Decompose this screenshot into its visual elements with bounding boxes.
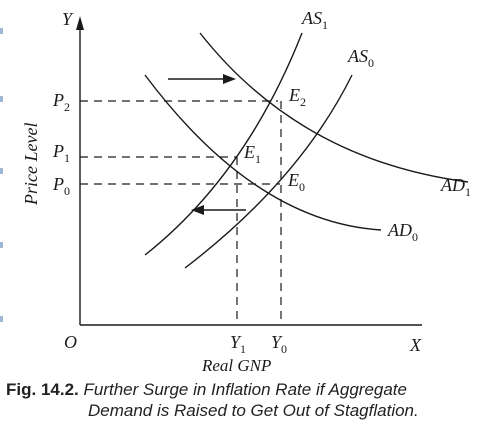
e1-label: E1 xyxy=(243,142,261,166)
y-axis-arrowhead xyxy=(76,16,84,30)
ad1-label: AD1 xyxy=(440,175,471,199)
edge-mark xyxy=(0,28,3,34)
edge-mark xyxy=(0,316,3,322)
as0-curve xyxy=(184,74,353,269)
ad0-label: AD0 xyxy=(387,220,418,244)
figure-caption: Fig. 14.2. Further Surge in Inflation Ra… xyxy=(6,379,486,421)
e2-label: E2 xyxy=(288,85,306,109)
p0-label: P0 xyxy=(52,174,70,198)
as1-label: AS1 xyxy=(301,8,328,32)
edge-mark xyxy=(0,168,3,174)
y-axis-title: Price Level xyxy=(21,123,41,206)
caption-label: Fig. 14.2. xyxy=(6,380,79,399)
as1-curve xyxy=(144,32,303,256)
x-axis-letter: X xyxy=(409,335,422,355)
p1-label: P1 xyxy=(52,141,70,165)
as0-label: AS0 xyxy=(347,46,374,70)
origin-label: O xyxy=(64,332,77,352)
y1-label: Y1 xyxy=(230,332,246,356)
supply-shift-arrowhead xyxy=(191,205,204,215)
e0-label: E0 xyxy=(287,170,305,194)
y0-label: Y0 xyxy=(271,332,287,356)
demand-shift-arrowhead xyxy=(223,74,236,84)
p2-label: P2 xyxy=(52,90,70,114)
guide-lines xyxy=(80,100,282,325)
x-axis-title: Real GNP xyxy=(201,356,271,375)
y-axis-letter: Y xyxy=(62,9,74,29)
edge-mark xyxy=(0,242,3,248)
caption-line-2: Demand is Raised to Get Out of Stagflati… xyxy=(88,401,419,420)
ad0-curve xyxy=(144,74,382,231)
caption-line-1: Further Surge in Inflation Rate if Aggre… xyxy=(83,380,407,399)
edge-mark xyxy=(0,96,3,102)
